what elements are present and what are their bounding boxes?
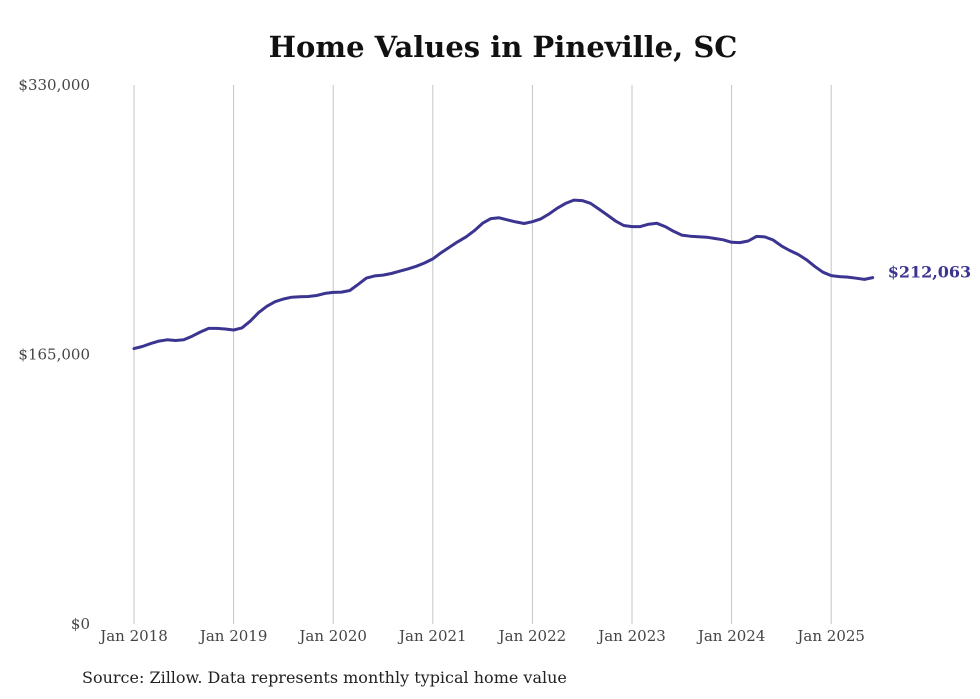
chart-title: Home Values in Pineville, SC [268,30,738,64]
source-note: Source: Zillow. Data represents monthly … [82,668,567,687]
y-tick-label: $165,000 [18,346,90,364]
x-tick-label: Jan 2023 [596,627,666,645]
x-tick-label: Jan 2020 [297,627,367,645]
end-value-label: $212,063 [888,263,972,282]
x-tick-label: Jan 2024 [696,627,766,645]
x-tick-label: Jan 2019 [198,627,268,645]
x-tick-label: Jan 2018 [98,627,168,645]
y-tick-label: $0 [71,615,90,633]
x-axis: Jan 2018 Jan 2019 Jan 2020 Jan 2021 Jan 2022… [98,627,865,645]
y-tick-label: $330,000 [18,76,90,94]
series-group: $212,063 [132,198,972,351]
x-tick-label: Jan 2022 [497,627,567,645]
series-line [132,198,875,351]
x-tick-label: Jan 2021 [397,627,467,645]
x-tick-label: Jan 2025 [795,627,865,645]
vertical-gridlines [133,85,832,624]
y-axis: $330,000 $165,000 $0 [18,76,90,633]
